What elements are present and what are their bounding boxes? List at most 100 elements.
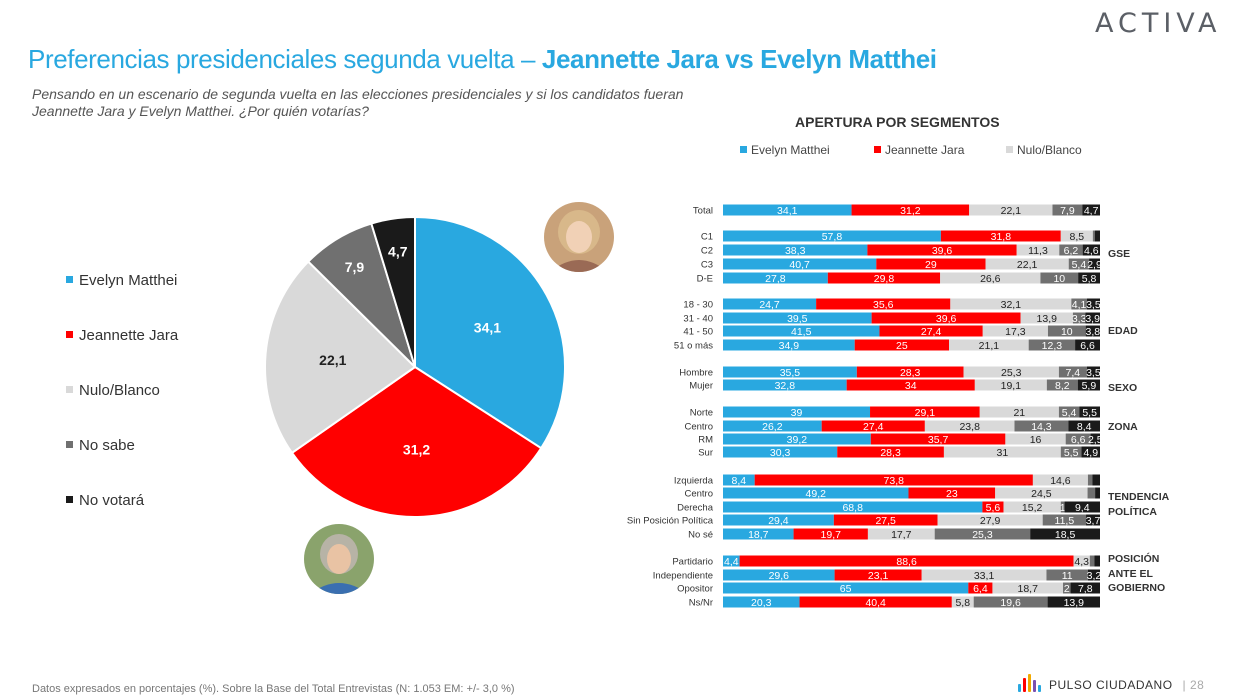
bar-total-total-s2: [969, 204, 1053, 216]
bar-label-edad-31-40-s1: 39,6: [936, 313, 957, 325]
bar-label-zona-sur-s1: 28,3: [880, 447, 901, 459]
bar-label-zona-centro-s0: 26,2: [762, 421, 783, 433]
legend-item-matthei: Evelyn Matthei: [740, 143, 830, 157]
title-part1: Preferencias presidenciales segunda vuel…: [28, 44, 542, 74]
bar-tendencia-politica-izquierda-s1: [754, 474, 1033, 486]
legend-label-nulo: Nulo/Blanco: [1017, 143, 1082, 157]
row-label-zona-norte: Norte: [690, 408, 713, 419]
bar-zona-rm-s1: [870, 433, 1006, 445]
bar-gse-c1-s2: [1060, 230, 1093, 242]
bar-label-gse-d-e-s0: 27,8: [765, 273, 786, 285]
bar-label-posicion-ante-el-gobierno-opositor-s0: 65: [840, 583, 852, 595]
bar-gse-d-e-s3: [1040, 272, 1079, 284]
bar-posicion-ante-el-gobierno-opositor-s2: [992, 582, 1064, 594]
bar-total-total-s4: [1082, 204, 1100, 216]
pie-legend-swatch-nosabe: [66, 441, 73, 448]
bar-edad-18-30-s3: [1071, 298, 1087, 310]
bar-label-tendencia-politica-izquierda-s1: 73,8: [884, 475, 905, 487]
pie-legend-swatch-novotara: [66, 496, 73, 503]
bar-label-gse-c3-s2: 22,1: [1017, 259, 1038, 271]
bar-label-gse-c3-s0: 40,7: [789, 259, 810, 271]
bar-edad-51-o-mas-s3: [1028, 339, 1076, 351]
bar-label-edad-51-o-mas-s4: 6,6: [1080, 340, 1095, 352]
bar-label-edad-51-o-mas-s1: 25: [896, 340, 908, 352]
bar-label-tendencia-politica-sin-posicion-politica-s4: 3,7: [1086, 515, 1101, 527]
bar-edad-41-50-s4: [1085, 325, 1100, 337]
bar-label-zona-centro-s2: 23,8: [959, 421, 980, 433]
title-part2: Jeannette Jara vs Evelyn Matthei: [541, 44, 937, 74]
bar-label-tendencia-politica-centro-s1: 23: [946, 488, 958, 500]
bar-tendencia-politica-derecha-s0: [723, 501, 983, 513]
bar-zona-centro-s1: [821, 420, 925, 432]
bar-label-edad-18-30-s4: 3,5: [1086, 299, 1101, 311]
bar-label-gse-c2-s2: 11,3: [1028, 245, 1048, 257]
bar-label-total-total-s4: 4,7: [1084, 205, 1099, 217]
bar-label-gse-c2-s3: 6,2: [1064, 245, 1079, 257]
group-label-sexo: SEXO: [1108, 382, 1137, 394]
bar-label-posicion-ante-el-gobierno-opositor-s1: 6,4: [973, 583, 988, 595]
bar-tendencia-politica-no-se-s2: [867, 528, 935, 540]
bar-tendencia-politica-derecha-s4: [1064, 501, 1100, 513]
bar-label-posicion-ante-el-gobierno-independiente-s2: 33,1: [974, 570, 995, 582]
bar-label-posicion-ante-el-gobierno-ns-nr-s1: 40,4: [865, 597, 886, 609]
bar-sexo-hombre-s1: [856, 366, 964, 378]
bar-edad-31-40-s1: [871, 312, 1021, 324]
bar-label-tendencia-politica-no-se-s1: 19,7: [821, 529, 842, 541]
bar-edad-41-50-s1: [879, 325, 983, 337]
bar-zona-sur-s3: [1060, 446, 1082, 458]
bar-label-zona-rm-s4: 2,5: [1088, 434, 1103, 446]
bar-label-zona-rm-s3: 6,6: [1071, 434, 1086, 446]
bar-gse-c2-s3: [1059, 244, 1083, 256]
bar-label-tendencia-politica-derecha-s3: 1: [1060, 502, 1066, 514]
bar-edad-51-o-mas-s0: [723, 339, 855, 351]
bar-edad-51-o-mas-s1: [854, 339, 950, 351]
bar-tendencia-politica-no-se-s0: [723, 528, 794, 540]
bar-gse-c1-s3: [1092, 230, 1095, 242]
bar-label-total-total-s1: 31,2: [900, 205, 921, 217]
page-number: | 28: [1182, 678, 1205, 692]
bar-posicion-ante-el-gobierno-opositor-s4: [1070, 582, 1100, 594]
bar-label-total-total-s3: 7,9: [1060, 205, 1075, 217]
bar-tendencia-politica-sin-posicion-politica-s2: [937, 514, 1043, 526]
row-label-tendencia-politica-derecha: Derecha: [677, 503, 714, 514]
bar-label-posicion-ante-el-gobierno-independiente-s1: 23,1: [868, 570, 889, 582]
bar-gse-c3-s1: [876, 258, 986, 270]
bar-zona-sur-s2: [943, 446, 1061, 458]
pie-legend-label-nosabe: No sabe: [79, 437, 135, 454]
bar-posicion-ante-el-gobierno-ns-nr-s0: [723, 596, 800, 608]
bar-posicion-ante-el-gobierno-independiente-s1: [834, 569, 922, 581]
bar-zona-centro-s3: [1014, 420, 1069, 432]
bar-gse-d-e-s1: [827, 272, 941, 284]
bar-label-tendencia-politica-izquierda-s2: 14,6: [1050, 475, 1071, 487]
bar-gse-d-e-s2: [940, 272, 1041, 284]
bar-label-edad-31-40-s4: 3,9: [1085, 313, 1100, 325]
bar-total-total-s0: [723, 204, 852, 216]
bar-posicion-ante-el-gobierno-independiente-s2: [921, 569, 1047, 581]
bar-zona-centro-s4: [1068, 420, 1100, 432]
page-number-value: 28: [1189, 678, 1205, 692]
group-label-posicion-ante-el-gobierno-l1: ANTE EL: [1108, 568, 1154, 580]
bar-label-gse-c3-s3: 5,4: [1072, 259, 1087, 271]
bar-label-zona-sur-s4: 4,9: [1083, 447, 1098, 459]
group-label-zona: ZONA: [1108, 421, 1138, 433]
bar-label-zona-norte-s3: 5,4: [1062, 407, 1077, 419]
bar-gse-d-e-s0: [723, 272, 828, 284]
group-label-edad: EDAD: [1108, 325, 1138, 337]
pie-legend-label-jara: Jeannette Jara: [79, 327, 179, 344]
bar-label-posicion-ante-el-gobierno-ns-nr-s0: 20,3: [751, 597, 772, 609]
legend-item-jara: Jeannette Jara: [874, 143, 964, 157]
bar-label-zona-norte-s1: 29,1: [915, 407, 936, 419]
avatar-jara: [304, 524, 374, 594]
avatar-matthei: [544, 202, 614, 272]
row-label-total-total: Total: [693, 206, 713, 217]
pie-legend-label-matthei: Evelyn Matthei: [79, 272, 178, 289]
bar-label-tendencia-politica-centro-s0: 49,2: [806, 488, 827, 500]
bar-tendencia-politica-centro-s2: [995, 487, 1088, 499]
bar-gse-c3-s0: [723, 258, 877, 270]
bar-posicion-ante-el-gobierno-partidario-s4: [1094, 555, 1100, 567]
bar-label-tendencia-politica-sin-posicion-politica-s2: 27,9: [980, 515, 1001, 527]
footnote: Datos expresados en porcentajes (%). Sob…: [32, 683, 515, 695]
bar-label-posicion-ante-el-gobierno-opositor-s3: 2: [1064, 583, 1070, 595]
bar-posicion-ante-el-gobierno-partidario-s1: [739, 555, 1074, 567]
bar-label-sexo-mujer-s0: 32,8: [775, 380, 796, 392]
